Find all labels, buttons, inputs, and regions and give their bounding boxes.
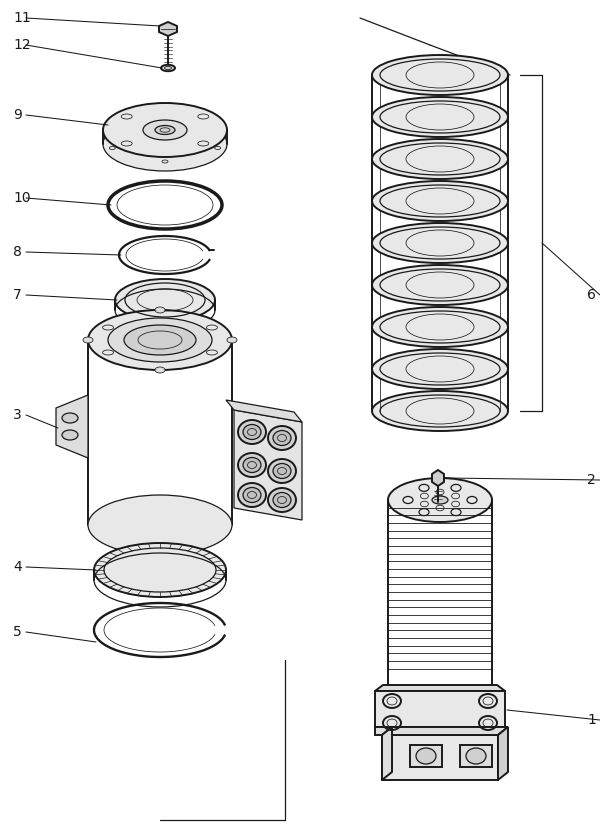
Polygon shape: [375, 685, 505, 691]
Ellipse shape: [88, 310, 232, 370]
Polygon shape: [56, 395, 88, 458]
Ellipse shape: [372, 265, 508, 305]
Ellipse shape: [388, 478, 492, 522]
Ellipse shape: [243, 487, 261, 502]
Ellipse shape: [372, 97, 508, 137]
Text: 8: 8: [13, 245, 22, 259]
Text: 3: 3: [13, 408, 22, 422]
Ellipse shape: [243, 458, 261, 473]
Ellipse shape: [372, 55, 508, 95]
Polygon shape: [498, 727, 508, 780]
Ellipse shape: [432, 496, 448, 504]
Ellipse shape: [115, 279, 215, 321]
Polygon shape: [382, 727, 508, 735]
Text: 1: 1: [587, 713, 596, 727]
Ellipse shape: [94, 543, 226, 597]
Bar: [460, 745, 492, 767]
Ellipse shape: [62, 413, 78, 423]
Polygon shape: [226, 400, 302, 422]
Ellipse shape: [108, 318, 212, 362]
Text: 7: 7: [13, 288, 22, 302]
Text: 2: 2: [587, 473, 596, 487]
Ellipse shape: [103, 117, 227, 171]
Ellipse shape: [155, 307, 165, 313]
Ellipse shape: [88, 495, 232, 555]
Text: 12: 12: [13, 38, 31, 52]
Polygon shape: [234, 410, 302, 520]
Polygon shape: [382, 735, 498, 780]
Text: 6: 6: [587, 288, 596, 302]
Ellipse shape: [268, 426, 296, 450]
Ellipse shape: [155, 367, 165, 373]
Bar: [375, 691, 505, 727]
Ellipse shape: [273, 431, 291, 445]
Text: 10: 10: [13, 191, 31, 205]
Ellipse shape: [372, 223, 508, 263]
Ellipse shape: [372, 181, 508, 221]
Ellipse shape: [372, 391, 508, 431]
Ellipse shape: [161, 65, 175, 71]
Text: 4: 4: [13, 560, 22, 574]
Text: 9: 9: [13, 108, 22, 122]
Ellipse shape: [227, 337, 237, 343]
Ellipse shape: [83, 337, 93, 343]
Ellipse shape: [62, 430, 78, 440]
Ellipse shape: [372, 139, 508, 179]
Ellipse shape: [238, 420, 266, 444]
Polygon shape: [382, 727, 392, 780]
Ellipse shape: [103, 103, 227, 157]
Ellipse shape: [268, 488, 296, 512]
Polygon shape: [159, 22, 177, 36]
Ellipse shape: [143, 120, 187, 140]
Text: 11: 11: [13, 11, 31, 25]
Ellipse shape: [372, 307, 508, 347]
Ellipse shape: [273, 464, 291, 479]
Ellipse shape: [273, 492, 291, 507]
Ellipse shape: [238, 453, 266, 477]
Bar: [375, 727, 505, 735]
Ellipse shape: [124, 325, 196, 355]
Ellipse shape: [238, 483, 266, 507]
Text: 5: 5: [13, 625, 22, 639]
Polygon shape: [432, 470, 444, 486]
Ellipse shape: [416, 748, 436, 764]
Ellipse shape: [268, 459, 296, 483]
Bar: [410, 745, 442, 767]
Ellipse shape: [466, 748, 486, 764]
Ellipse shape: [155, 125, 175, 134]
Ellipse shape: [372, 349, 508, 389]
Ellipse shape: [243, 424, 261, 439]
